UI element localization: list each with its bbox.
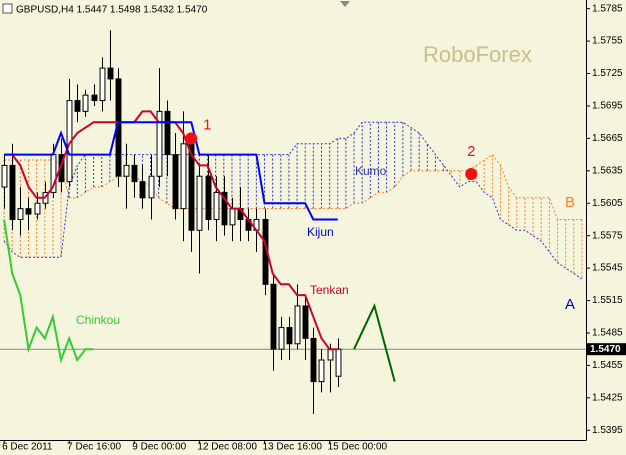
price-label: 1.5470	[590, 344, 621, 355]
x-tick-label: 13 Dec 16:00	[263, 442, 323, 453]
chinkou-line	[3, 219, 94, 364]
candle-body	[91, 94, 98, 102]
x-tick-label: 12 Dec 08:00	[197, 442, 257, 453]
header: GBPUSD,H4 1.5447 1.5498 1.5432 1.5470	[16, 5, 208, 16]
candle-body	[25, 208, 32, 215]
candle-body	[286, 327, 293, 345]
y-tick-label: 1.5785	[592, 3, 623, 14]
candle-body	[1, 164, 8, 188]
y-tick-label: 1.5395	[592, 425, 623, 436]
annotation: B	[565, 194, 575, 211]
candle-body	[196, 175, 203, 231]
x-tick-label: 6 Dec 2011	[2, 442, 53, 453]
y-tick-label: 1.5635	[592, 165, 623, 176]
candle-body	[74, 100, 81, 112]
plot-layer	[3, 121, 583, 280]
candle-body	[156, 110, 163, 177]
annotation: A	[565, 296, 575, 313]
candle-body	[9, 164, 16, 220]
forecast-line	[353, 303, 396, 382]
marker-dot	[465, 168, 478, 181]
candle-body	[294, 305, 301, 345]
candle-body	[318, 359, 325, 383]
marker-label: 1	[203, 116, 211, 133]
candle-body	[34, 202, 41, 215]
candle-body	[278, 327, 285, 350]
candle-body	[310, 337, 317, 383]
candle-body	[213, 191, 220, 220]
y-tick-label: 1.5605	[592, 198, 623, 209]
marker-dot	[185, 132, 198, 145]
y-tick-label: 1.5695	[592, 101, 623, 112]
candle-body	[221, 191, 228, 226]
candle-body	[270, 283, 277, 350]
candle-body	[327, 348, 334, 361]
y-tick-label: 1.5755	[592, 36, 623, 47]
y-tick-label: 1.5455	[592, 360, 623, 371]
annotation: Chinkou	[76, 313, 120, 327]
symbol-icon	[2, 3, 13, 14]
candle-body	[302, 305, 309, 339]
shift-marker	[340, 1, 350, 7]
candle-body	[107, 67, 114, 80]
candle-body	[229, 208, 236, 226]
candle-body	[164, 110, 171, 156]
y-tick-label: 1.5485	[592, 328, 623, 339]
candle-body	[172, 154, 179, 210]
x-tick-label: 15 Dec 00:00	[328, 442, 388, 453]
x-tick-label: 9 Dec 00:00	[132, 442, 186, 453]
annotation: Kumo	[355, 164, 387, 178]
y-tick-label: 1.5425	[592, 392, 623, 403]
y-tick-label: 1.5725	[592, 68, 623, 79]
annotation: Kijun	[307, 225, 334, 239]
candle-body	[131, 164, 138, 183]
annotation: Tenkan	[310, 283, 349, 297]
kijun-line	[4, 121, 338, 221]
y-tick-label: 1.5665	[592, 133, 623, 144]
candle-body	[180, 143, 187, 210]
candle-body	[335, 348, 342, 377]
candle-body	[17, 208, 24, 220]
y-tick-label: 1.5515	[592, 295, 623, 306]
span-b	[3, 121, 583, 280]
x-tick-label: 7 Dec 16:00	[67, 442, 121, 453]
candle-body	[99, 67, 106, 102]
watermark: RoboForex	[423, 42, 532, 67]
candle-body	[205, 175, 212, 220]
candle-body	[123, 164, 130, 177]
price-label-box	[586, 343, 626, 356]
candle-body	[82, 94, 89, 112]
y-tick-label: 1.5575	[592, 230, 623, 241]
y-tick-label: 1.5545	[592, 263, 623, 274]
marker-label: 2	[467, 143, 475, 160]
candle-body	[148, 175, 155, 199]
candle-body	[139, 181, 146, 199]
